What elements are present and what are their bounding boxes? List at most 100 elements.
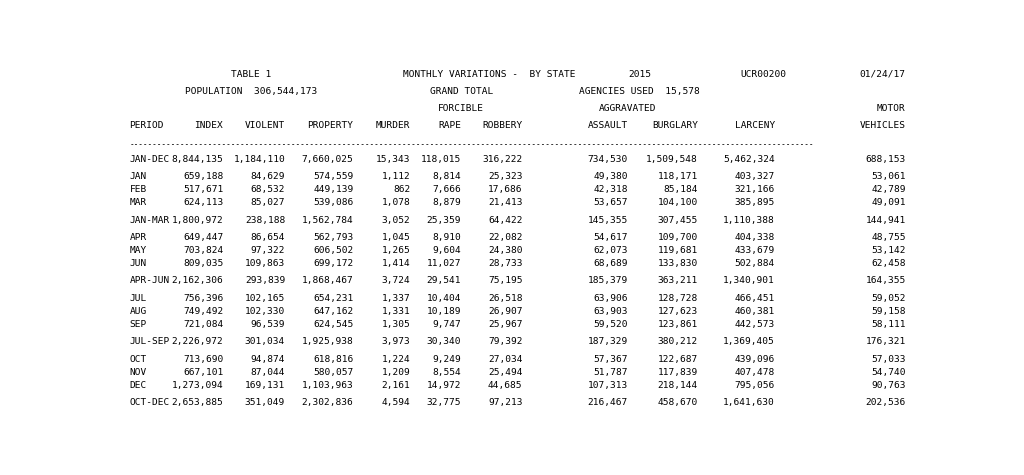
Text: 3,724: 3,724: [382, 276, 411, 285]
Text: 606,502: 606,502: [313, 246, 353, 255]
Text: ASSAULT: ASSAULT: [588, 122, 628, 130]
Text: 321,166: 321,166: [734, 185, 775, 194]
Text: 713,690: 713,690: [183, 354, 223, 363]
Text: UCR00200: UCR00200: [740, 70, 785, 79]
Text: 580,057: 580,057: [313, 368, 353, 377]
Text: 17,686: 17,686: [487, 185, 522, 194]
Text: 517,671: 517,671: [183, 185, 223, 194]
Text: 703,824: 703,824: [183, 246, 223, 255]
Text: 57,033: 57,033: [871, 354, 905, 363]
Text: 1,103,963: 1,103,963: [302, 380, 353, 390]
Text: 10,189: 10,189: [427, 307, 461, 316]
Text: 27,034: 27,034: [487, 354, 522, 363]
Text: 128,728: 128,728: [657, 294, 697, 303]
Text: 1,110,388: 1,110,388: [723, 216, 775, 225]
Text: 44,685: 44,685: [487, 380, 522, 390]
Text: 48,755: 48,755: [871, 233, 905, 242]
Text: 466,451: 466,451: [734, 294, 775, 303]
Text: 1,800,972: 1,800,972: [171, 216, 223, 225]
Text: 59,052: 59,052: [871, 294, 905, 303]
Text: 2,162,306: 2,162,306: [171, 276, 223, 285]
Text: 169,131: 169,131: [245, 380, 285, 390]
Text: GRAND TOTAL: GRAND TOTAL: [430, 87, 493, 96]
Text: 97,213: 97,213: [487, 398, 522, 407]
Text: JAN-DEC: JAN-DEC: [130, 155, 170, 164]
Text: 502,884: 502,884: [734, 259, 775, 268]
Text: 449,139: 449,139: [313, 185, 353, 194]
Text: 1,331: 1,331: [382, 307, 411, 316]
Text: 407,478: 407,478: [734, 368, 775, 377]
Text: 403,327: 403,327: [734, 172, 775, 181]
Text: 64,422: 64,422: [487, 216, 522, 225]
Text: 68,689: 68,689: [594, 259, 628, 268]
Text: 117,839: 117,839: [657, 368, 697, 377]
Text: LARCENY: LARCENY: [734, 122, 775, 130]
Text: 49,091: 49,091: [871, 199, 905, 208]
Text: POPULATION  306,544,173: POPULATION 306,544,173: [185, 87, 317, 96]
Text: ROBBERY: ROBBERY: [482, 122, 522, 130]
Text: 63,903: 63,903: [594, 307, 628, 316]
Text: 795,056: 795,056: [734, 380, 775, 390]
Text: 28,733: 28,733: [487, 259, 522, 268]
Text: 1,224: 1,224: [382, 354, 411, 363]
Text: 363,211: 363,211: [657, 276, 697, 285]
Text: 624,113: 624,113: [183, 199, 223, 208]
Text: 144,941: 144,941: [865, 216, 905, 225]
Text: JAN-MAR: JAN-MAR: [130, 216, 170, 225]
Text: 9,747: 9,747: [432, 320, 461, 329]
Text: 90,763: 90,763: [871, 380, 905, 390]
Text: 2,161: 2,161: [382, 380, 411, 390]
Text: 809,035: 809,035: [183, 259, 223, 268]
Text: 460,381: 460,381: [734, 307, 775, 316]
Text: 21,413: 21,413: [487, 199, 522, 208]
Text: 439,096: 439,096: [734, 354, 775, 363]
Text: 721,084: 721,084: [183, 320, 223, 329]
Text: 59,158: 59,158: [871, 307, 905, 316]
Text: DEC: DEC: [130, 380, 146, 390]
Text: 433,679: 433,679: [734, 246, 775, 255]
Text: 57,367: 57,367: [594, 354, 628, 363]
Text: 458,670: 458,670: [657, 398, 697, 407]
Text: VIOLENT: VIOLENT: [245, 122, 285, 130]
Text: 14,972: 14,972: [427, 380, 461, 390]
Text: 133,830: 133,830: [657, 259, 697, 268]
Text: 3,052: 3,052: [382, 216, 411, 225]
Text: 42,789: 42,789: [871, 185, 905, 194]
Text: 127,623: 127,623: [657, 307, 697, 316]
Text: MONTHLY VARIATIONS -  BY STATE: MONTHLY VARIATIONS - BY STATE: [402, 70, 575, 79]
Text: 624,545: 624,545: [313, 320, 353, 329]
Text: 8,814: 8,814: [432, 172, 461, 181]
Text: 3,973: 3,973: [382, 337, 411, 346]
Text: 123,861: 123,861: [657, 320, 697, 329]
Text: 659,188: 659,188: [183, 172, 223, 181]
Text: 85,027: 85,027: [251, 199, 285, 208]
Text: 86,654: 86,654: [251, 233, 285, 242]
Text: 2015: 2015: [629, 70, 651, 79]
Text: 94,874: 94,874: [251, 354, 285, 363]
Text: 1,414: 1,414: [382, 259, 411, 268]
Text: 1,337: 1,337: [382, 294, 411, 303]
Text: 176,321: 176,321: [865, 337, 905, 346]
Text: 109,863: 109,863: [245, 259, 285, 268]
Text: 53,657: 53,657: [594, 199, 628, 208]
Text: 649,447: 649,447: [183, 233, 223, 242]
Text: 102,330: 102,330: [245, 307, 285, 316]
Text: 32,775: 32,775: [427, 398, 461, 407]
Text: 216,467: 216,467: [588, 398, 628, 407]
Text: 404,338: 404,338: [734, 233, 775, 242]
Text: 218,144: 218,144: [657, 380, 697, 390]
Text: MAR: MAR: [130, 199, 146, 208]
Text: 01/24/17: 01/24/17: [860, 70, 905, 79]
Text: 97,322: 97,322: [251, 246, 285, 255]
Text: 84,629: 84,629: [251, 172, 285, 181]
Text: 1,340,901: 1,340,901: [723, 276, 775, 285]
Text: 85,184: 85,184: [664, 185, 697, 194]
Text: 107,313: 107,313: [588, 380, 628, 390]
Text: TABLE 1: TABLE 1: [230, 70, 271, 79]
Text: 54,617: 54,617: [594, 233, 628, 242]
Text: 1,265: 1,265: [382, 246, 411, 255]
Text: 351,049: 351,049: [245, 398, 285, 407]
Text: 25,359: 25,359: [427, 216, 461, 225]
Text: JUL-SEP: JUL-SEP: [130, 337, 170, 346]
Text: 29,541: 29,541: [427, 276, 461, 285]
